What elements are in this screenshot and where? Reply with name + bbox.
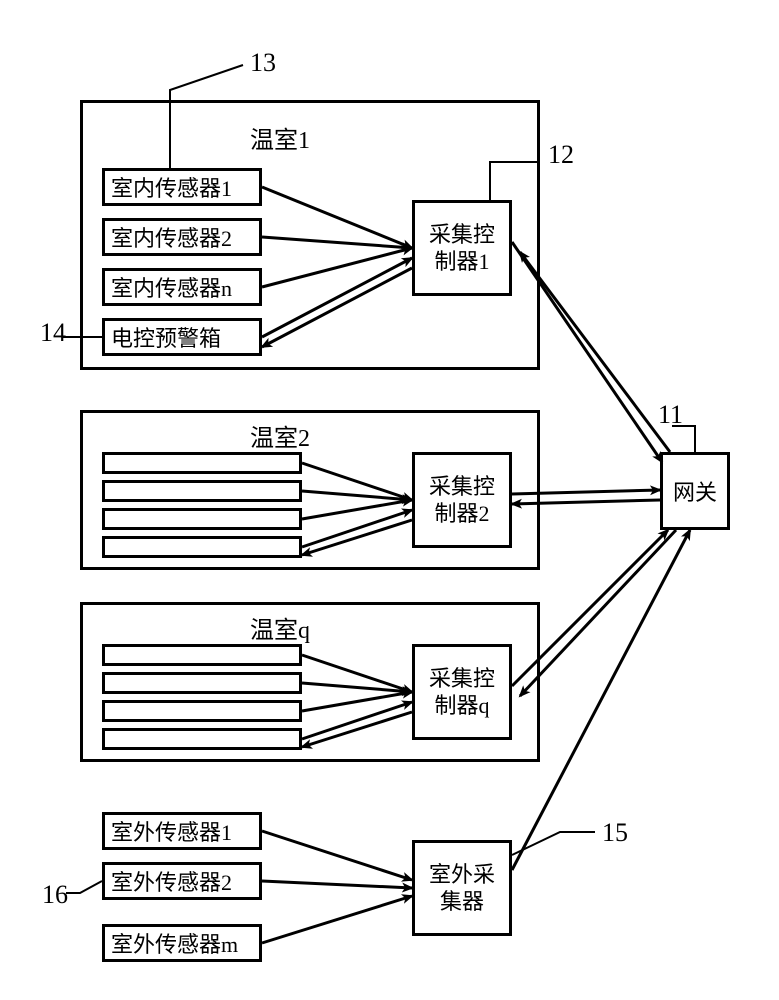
controller-1: 采集控 制器1 [412,200,512,296]
callout-16: 16 [42,880,68,910]
indoor-sensor-n-label: 室内传感器n [111,271,232,303]
callout-15: 15 [602,818,628,848]
greenhouse-2-title: 温室2 [250,418,310,453]
gh2-row-4 [102,536,302,558]
ghq-row-1 [102,644,302,666]
alarm-box-label: 电控预警箱 [111,321,221,353]
gateway-label: 网关 [673,475,717,507]
controller-1-l2: 制器1 [434,248,489,276]
ghq-row-2 [102,672,302,694]
outdoor-collector-l1: 室外采 [429,861,495,889]
controller-1-l1: 采集控 [429,221,495,249]
controller-q: 采集控 制器q [412,644,512,740]
controller-2-l1: 采集控 [429,473,495,501]
gh2-row-3 [102,508,302,530]
outdoor-sensor-1: 室外传感器1 [102,812,262,850]
indoor-sensor-1-label: 室内传感器1 [111,171,232,203]
outdoor-collector-l2: 集器 [440,888,484,916]
gh2-row-2 [102,480,302,502]
gh2-row-1 [102,452,302,474]
ghq-row-4 [102,728,302,750]
callout-13: 13 [250,48,276,78]
indoor-sensor-n: 室内传感器n [102,268,262,306]
outdoor-sensor-1-label: 室外传感器1 [111,815,232,847]
greenhouse-1-title: 温室1 [250,120,310,155]
outdoor-collector: 室外采 集器 [412,840,512,936]
greenhouse-q-title: 温室q [250,610,310,645]
outdoor-sensor-m-label: 室外传感器m [111,927,238,959]
indoor-sensor-1: 室内传感器1 [102,168,262,206]
ghq-row-3 [102,700,302,722]
indoor-sensor-2: 室内传感器2 [102,218,262,256]
controller-2-l2: 制器2 [434,500,489,528]
diagram-stage: 网关 温室1 采集控 制器1 室内传感器1 室内传感器2 室内传感器n 电控预警… [0,0,779,1000]
gateway-box: 网关 [660,452,730,530]
controller-2: 采集控 制器2 [412,452,512,548]
alarm-box: 电控预警箱 [102,318,262,356]
outdoor-sensor-2-label: 室外传感器2 [111,865,232,897]
outdoor-sensor-m: 室外传感器m [102,924,262,962]
callout-12: 12 [548,140,574,170]
controller-q-l2: 制器q [434,692,489,720]
controller-q-l1: 采集控 [429,665,495,693]
outdoor-sensor-2: 室外传感器2 [102,862,262,900]
indoor-sensor-2-label: 室内传感器2 [111,221,232,253]
callout-11: 11 [658,400,683,430]
callout-14: 14 [40,318,66,348]
